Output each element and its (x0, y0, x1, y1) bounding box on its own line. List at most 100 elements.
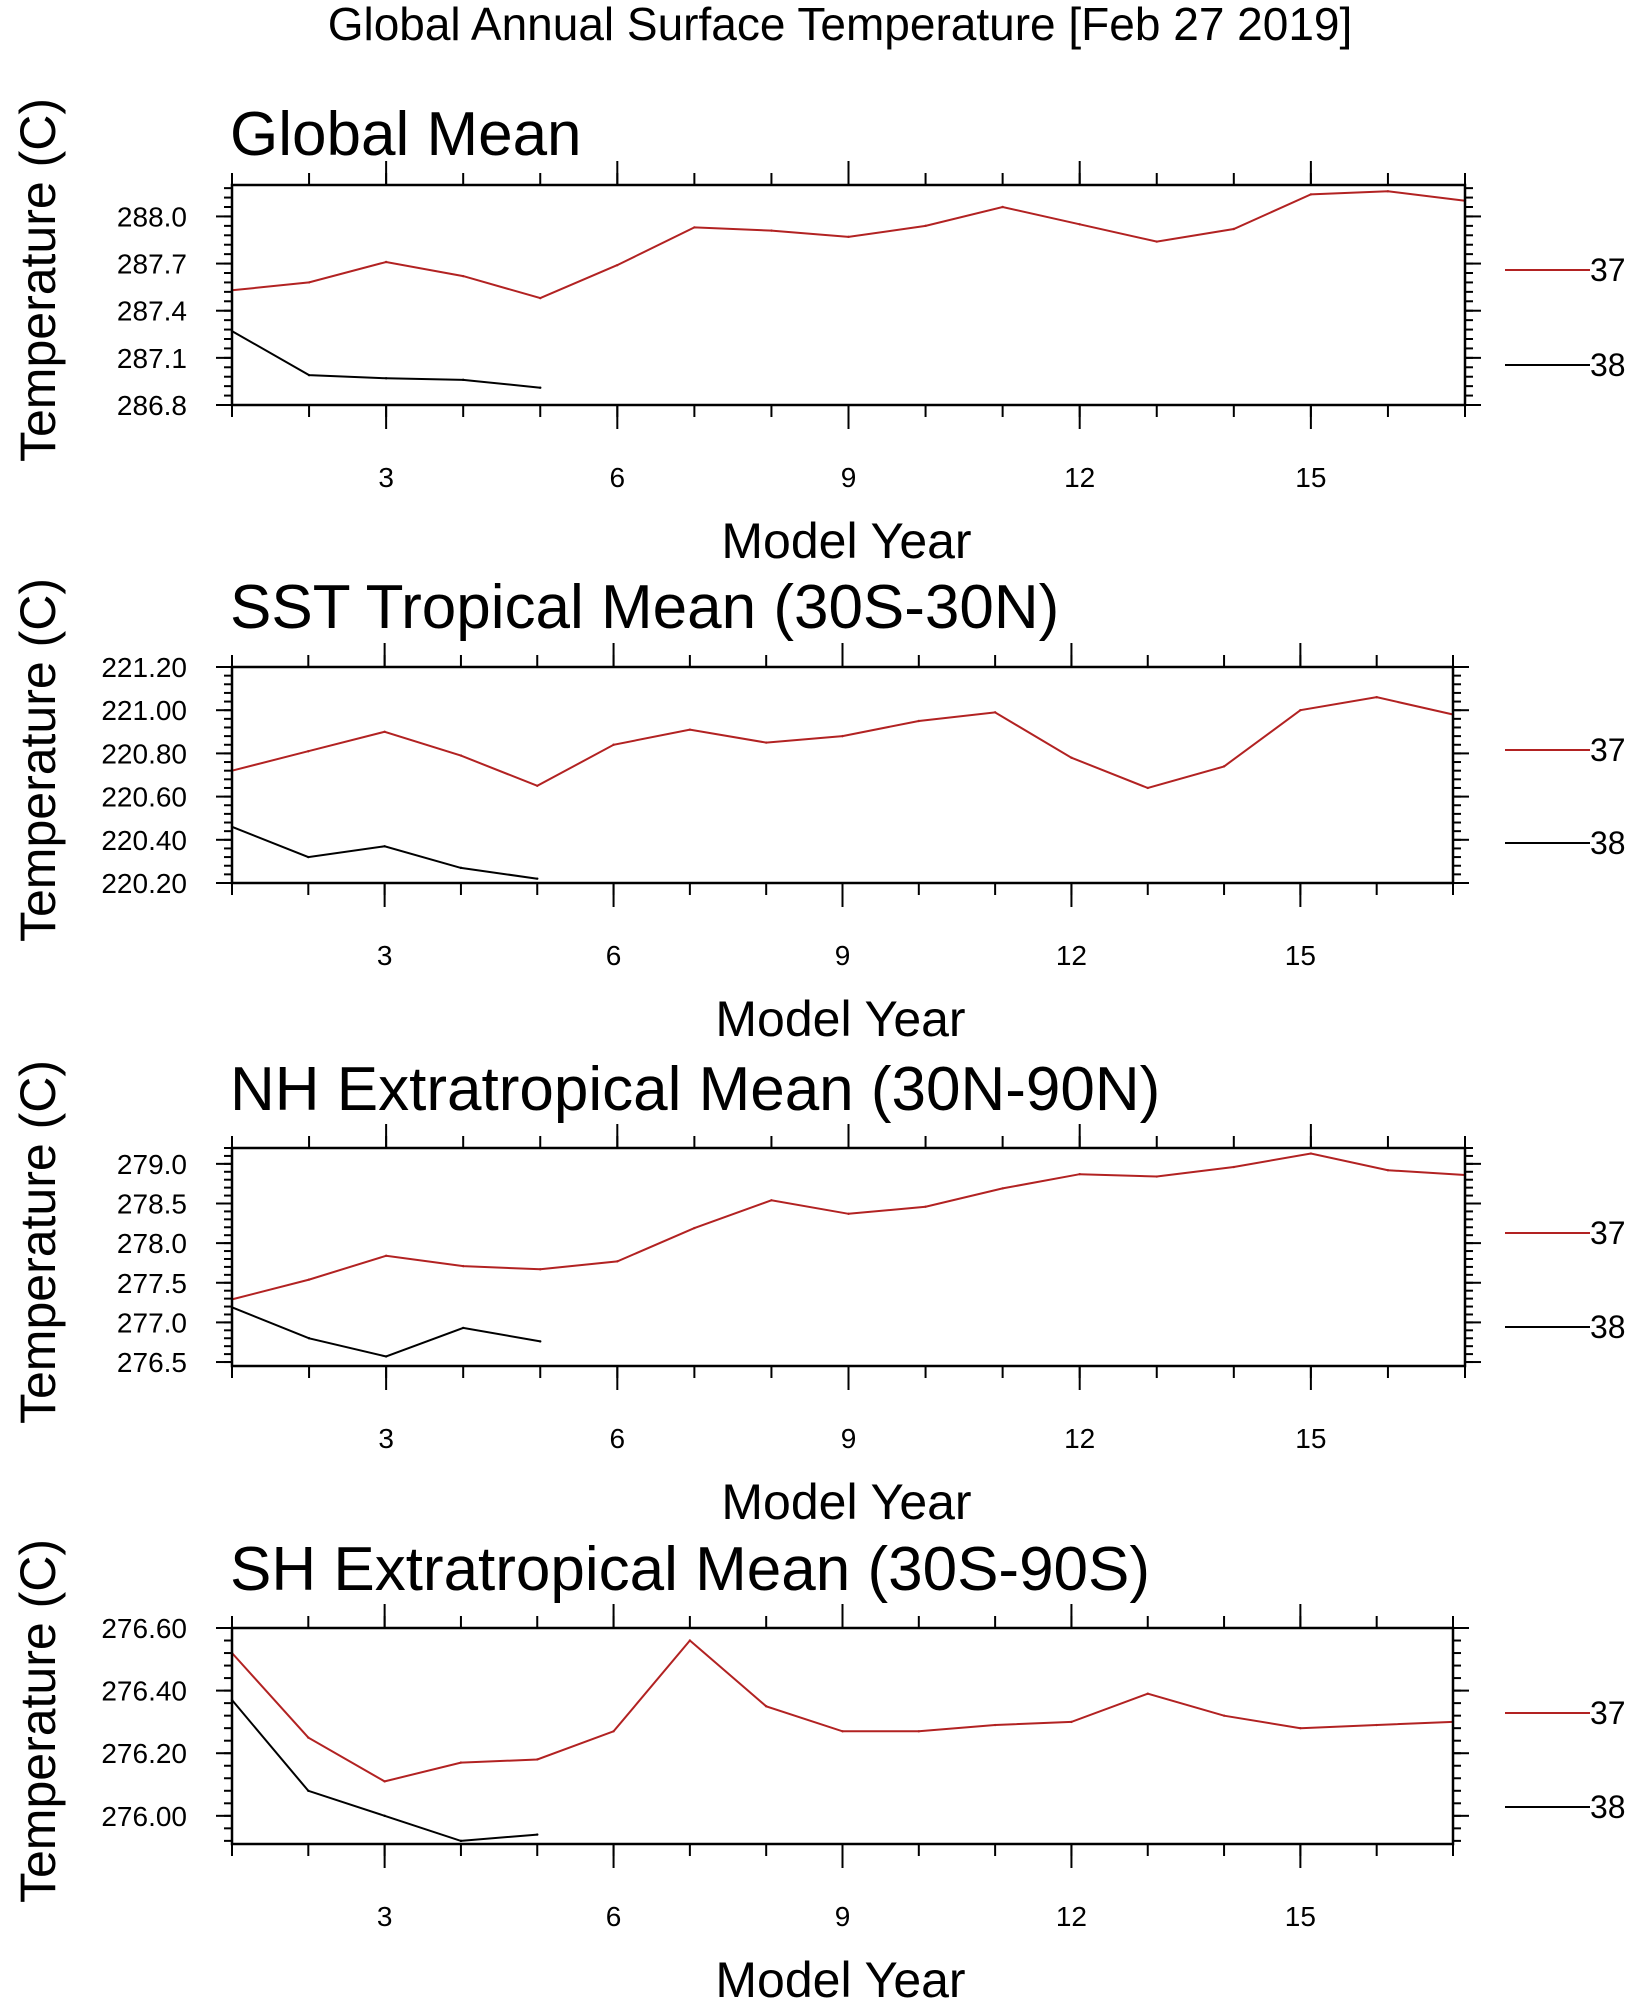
x-tick-label: 15 (1285, 940, 1316, 971)
x-tick-label: 15 (1295, 462, 1326, 493)
data-point-37 (307, 1736, 310, 1739)
data-point-37 (536, 1758, 539, 1761)
data-point-37 (616, 263, 619, 267)
y-tick-label: 276.60 (101, 1613, 187, 1644)
plot-frame (230, 665, 1455, 885)
data-point-38 (307, 373, 311, 377)
data-point-37 (1375, 1723, 1378, 1727)
data-point-37 (1222, 765, 1226, 768)
y-tick-label: 278.5 (117, 1188, 187, 1219)
data-point-37 (924, 224, 927, 228)
data-point-37 (1155, 240, 1158, 243)
data-point-37 (770, 1199, 773, 1202)
data-point-38 (384, 1355, 388, 1358)
y-tick-label: 287.1 (117, 343, 187, 374)
data-point-37 (459, 754, 463, 757)
y-tick-label: 276.5 (117, 1347, 187, 1378)
y-tick-label: 278.0 (117, 1228, 187, 1259)
data-point-37 (1146, 1692, 1149, 1695)
legend-label-38: 38 (1590, 1789, 1626, 1825)
x-tick-label: 9 (835, 940, 851, 971)
data-point-37 (693, 226, 696, 229)
x-tick-label: 12 (1056, 1901, 1087, 1932)
data-point-37 (1299, 1726, 1302, 1730)
x-tick-label: 6 (610, 1423, 626, 1454)
panel-title: SST Tropical Mean (30S-30N) (230, 573, 1059, 642)
data-point-38 (307, 1789, 310, 1792)
data-point-37 (1070, 756, 1073, 759)
data-point-37 (539, 1268, 542, 1271)
x-tick-label: 12 (1064, 1423, 1095, 1454)
data-point-37 (461, 274, 465, 278)
data-point-38 (539, 386, 542, 389)
x-tick-label: 9 (835, 1901, 851, 1932)
y-tick-label: 279.0 (117, 1149, 187, 1180)
data-point-38 (384, 377, 388, 380)
legend-label-38: 38 (1590, 347, 1626, 383)
data-point-37 (688, 1639, 692, 1642)
data-point-38 (383, 1814, 386, 1818)
plot-frame (230, 183, 1467, 407)
x-axis-label: Model Year (715, 991, 965, 1047)
y-tick-label: 287.7 (117, 249, 187, 280)
data-point-38 (307, 855, 310, 859)
data-point-37 (307, 1278, 311, 1281)
data-point-37 (770, 229, 773, 232)
figure-title: Global Annual Surface Temperature [Feb 2… (328, 0, 1353, 50)
plot-frame (230, 1626, 1455, 1846)
y-axis-label: Temperature (C) (10, 1060, 66, 1424)
data-point-37 (1232, 227, 1236, 231)
series-line-38 (231, 1699, 538, 1842)
y-tick-label: 276.20 (101, 1738, 187, 1769)
data-point-37 (1078, 1172, 1081, 1176)
legend-label-37: 37 (1590, 1215, 1626, 1251)
series-line-37 (231, 190, 1466, 300)
data-point-37 (1232, 1165, 1236, 1169)
data-point-37 (616, 1260, 619, 1263)
legend-label-37: 37 (1590, 1695, 1626, 1731)
data-point-38 (383, 845, 386, 848)
data-point-37 (693, 1226, 696, 1230)
data-point-37 (1070, 1720, 1073, 1724)
y-tick-label: 220.40 (101, 825, 187, 856)
x-tick-label: 12 (1064, 462, 1095, 493)
data-point-37 (307, 281, 311, 284)
legend-label-38: 38 (1590, 1309, 1626, 1345)
data-point-37 (764, 741, 768, 744)
data-point-37 (1299, 709, 1302, 712)
data-point-38 (539, 1340, 542, 1343)
y-axis-label: Temperature (C) (10, 1539, 66, 1903)
data-point-37 (536, 784, 539, 787)
x-tick-label: 15 (1285, 1901, 1316, 1932)
data-point-38 (536, 877, 539, 880)
series-line-37 (231, 1152, 1466, 1301)
data-point-37 (1222, 1714, 1226, 1717)
data-point-37 (917, 1730, 921, 1733)
x-tick-label: 9 (841, 462, 857, 493)
data-point-38 (307, 1337, 311, 1340)
chart-panel-2: SST Tropical Mean (30S-30N) Temperature (… (10, 573, 1626, 1047)
data-point-38 (461, 378, 465, 382)
legend-label-37: 37 (1590, 732, 1626, 768)
x-tick-label: 6 (606, 1901, 622, 1932)
y-tick-label: 221.00 (101, 695, 187, 726)
series-line-37 (231, 696, 1454, 790)
x-tick-label: 3 (378, 1423, 394, 1454)
x-tick-label: 6 (610, 462, 626, 493)
chart-panel-3: NH Extratropical Mean (30N-90N) Temperatu… (10, 1055, 1626, 1530)
data-point-37 (307, 750, 310, 753)
legend-label-37: 37 (1590, 252, 1626, 288)
data-point-37 (384, 260, 388, 264)
data-point-37 (1309, 1152, 1313, 1155)
data-point-37 (459, 1761, 463, 1764)
series-line-38 (231, 825, 538, 880)
y-tick-label: 220.80 (101, 738, 187, 769)
x-axis-label: Model Year (715, 1952, 965, 2000)
x-tick-label: 3 (377, 1901, 393, 1932)
data-point-37 (993, 1723, 997, 1727)
y-axis-label: Temperature (C) (10, 578, 66, 942)
y-tick-label: 221.20 (101, 652, 187, 683)
legend-label-38: 38 (1590, 825, 1626, 861)
panel-title: Global Mean (230, 100, 582, 169)
